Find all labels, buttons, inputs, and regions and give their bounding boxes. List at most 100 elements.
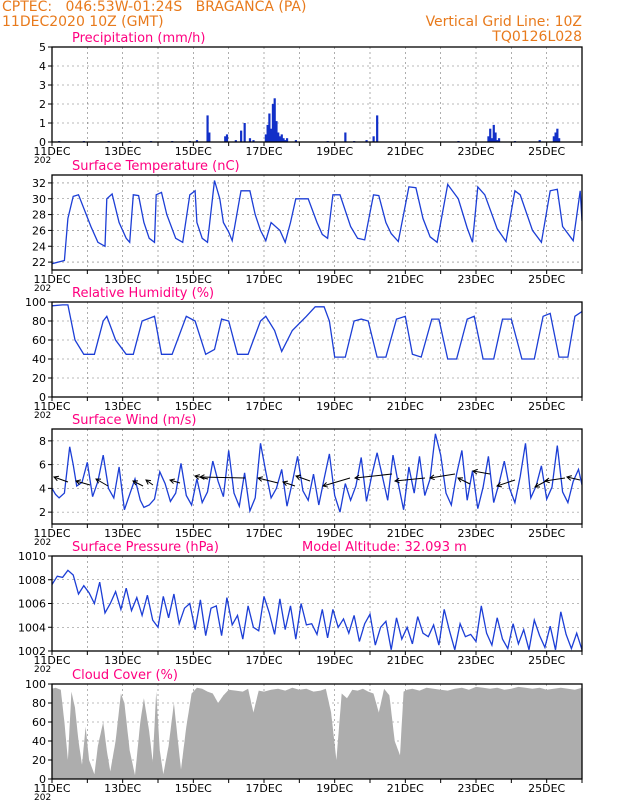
- wind-arrowhead: [193, 474, 200, 480]
- precip-bar: [496, 140, 499, 142]
- precip-bar: [497, 138, 501, 142]
- y-tick-label: 20: [32, 372, 46, 385]
- precip-bar: [554, 132, 557, 142]
- x-tick-label: 21DEC: [387, 654, 424, 667]
- wind-arrowhead: [534, 482, 541, 488]
- x-tick-label: 15DEC: [175, 400, 212, 413]
- precip-bar: [552, 136, 555, 142]
- precip-bar: [271, 104, 275, 142]
- series-line-pressure: [52, 569, 582, 651]
- wind-arrowhead: [169, 478, 175, 484]
- precip-bar: [487, 136, 490, 142]
- year-stub-label: 202: [34, 538, 51, 548]
- panel-title: Precipitation (mm/h): [72, 31, 205, 46]
- x-tick-label: 15DEC: [175, 527, 212, 540]
- panel-frame: [51, 555, 583, 652]
- x-tick-label: 19DEC: [316, 527, 353, 540]
- wind-vector: [322, 477, 351, 487]
- precip-bar: [273, 98, 276, 142]
- precip-bar: [558, 138, 561, 142]
- precip-bar: [270, 128, 273, 142]
- year-stub-label: 202: [34, 284, 51, 294]
- y-tick-label: 1006: [18, 598, 46, 611]
- wind-arrowhead: [74, 479, 81, 485]
- wind-arrowhead: [393, 477, 400, 484]
- series-line-wind: [52, 433, 582, 514]
- year-stub-label: 202: [34, 665, 51, 675]
- wind-vector: [169, 479, 181, 484]
- x-tick-label: 17DEC: [245, 273, 282, 286]
- precip-bar: [538, 140, 541, 142]
- x-tick-label: 21DEC: [387, 145, 424, 158]
- x-tick-label: 17DEC: [245, 400, 282, 413]
- x-tick-label: 25DEC: [528, 527, 565, 540]
- wind-arrowhead: [322, 482, 328, 488]
- y-tick-label: 100: [25, 296, 46, 309]
- wind-vector: [472, 470, 491, 475]
- x-tick-label: 23DEC: [457, 400, 494, 413]
- header-station: CPTEC: 046:53W-01:24S BRAGANCA (PA): [2, 0, 307, 15]
- wind-arrowhead: [428, 474, 435, 481]
- precip-bar: [365, 140, 368, 142]
- y-tick-label: 80: [32, 697, 46, 710]
- series-line-temperature: [52, 180, 582, 265]
- x-tick-label: 11DEC: [33, 654, 70, 667]
- x-tick-label: 25DEC: [528, 654, 565, 667]
- precip-bar: [294, 140, 297, 142]
- x-tick-label: 21DEC: [387, 782, 424, 795]
- x-tick-label: 25DEC: [528, 782, 565, 795]
- model-altitude-label: Model Altitude: 32.093 m: [302, 540, 467, 555]
- y-tick-label: 2: [39, 506, 46, 519]
- wind-arrowhead: [95, 478, 102, 484]
- precip-bar: [278, 136, 282, 142]
- wind-arrowhead: [282, 480, 289, 487]
- wind-vector: [282, 481, 296, 487]
- series-humidity: [52, 304, 582, 360]
- wind-arrowhead: [496, 481, 503, 488]
- x-tick-label: 11DEC: [33, 782, 70, 795]
- precip-bar: [492, 124, 495, 142]
- precip-bar: [372, 136, 375, 142]
- precip-bar: [285, 138, 289, 142]
- wind-arrowhead: [565, 475, 572, 481]
- x-tick-label: 17DEC: [245, 782, 282, 795]
- y-tick-label: 8: [39, 435, 46, 448]
- panel-wind: 2 4 6 8 11DEC 13DEC 15DEC 17DEC 19DEC 21DEC 23DEC 2…: [33, 413, 583, 548]
- wind-arrowhead: [132, 480, 139, 486]
- x-tick-label: 25DEC: [528, 273, 565, 286]
- wind-arrowhead: [471, 468, 478, 475]
- x-tick-label: 17DEC: [245, 527, 282, 540]
- x-tick-label: 23DEC: [457, 654, 494, 667]
- precip-bar: [344, 132, 347, 142]
- year-stub-label: 202: [34, 793, 51, 800]
- wind-vector: [457, 477, 471, 485]
- panel-frame: [51, 683, 583, 780]
- wind-vector: [145, 479, 154, 486]
- wind-arrowhead: [198, 474, 205, 480]
- precip-bar: [252, 140, 255, 142]
- x-tick-label: 25DEC: [528, 145, 565, 158]
- header-grid-line: Vertical Grid Line: 10Z: [425, 14, 582, 30]
- precip-bar: [282, 138, 285, 142]
- panel-title: Surface Pressure (hPa): [72, 540, 219, 555]
- precip-bar: [280, 134, 283, 142]
- wind-arrowhead: [145, 479, 152, 485]
- year-stub-label: 202: [34, 156, 51, 166]
- wind-arrowhead: [457, 477, 464, 483]
- wind-vector: [354, 473, 393, 479]
- y-tick-label: 6: [39, 459, 46, 472]
- wind-vector: [295, 475, 311, 482]
- precip-bar: [243, 123, 246, 142]
- x-tick-label: 15DEC: [175, 654, 212, 667]
- wind-arrowhead: [53, 475, 60, 482]
- series-cloud: [52, 684, 582, 779]
- precip-bar: [240, 130, 243, 142]
- precip-bar: [277, 132, 280, 142]
- y-tick-label: 22: [32, 256, 46, 269]
- y-tick-label: 60: [32, 334, 46, 347]
- x-tick-label: 25DEC: [528, 400, 565, 413]
- precip-bar: [494, 132, 497, 142]
- header-date: 11DEC2020 10Z (GMT): [2, 14, 164, 30]
- x-tick-label: 17DEC: [245, 145, 282, 158]
